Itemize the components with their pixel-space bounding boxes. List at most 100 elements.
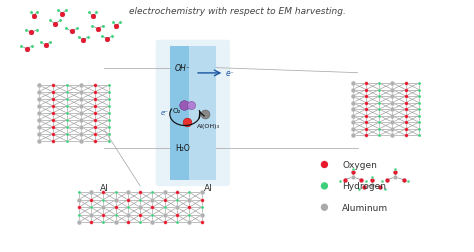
Point — [77, 90, 85, 94]
Point — [85, 11, 93, 15]
Point — [106, 140, 113, 144]
Point — [349, 108, 356, 112]
Point — [63, 118, 71, 122]
Point — [341, 178, 348, 182]
Point — [77, 111, 85, 115]
Point — [173, 191, 181, 195]
Text: e⁻: e⁻ — [160, 110, 168, 116]
Point — [63, 104, 71, 108]
Point — [415, 108, 423, 112]
Point — [362, 134, 370, 138]
Point — [124, 220, 132, 225]
Point — [349, 95, 356, 99]
Point — [33, 28, 41, 33]
Point — [375, 121, 383, 125]
Point — [77, 118, 85, 122]
Point — [173, 220, 181, 225]
Point — [375, 108, 383, 112]
Point — [100, 205, 107, 209]
Point — [378, 179, 386, 183]
Point — [392, 170, 399, 174]
Point — [92, 11, 100, 15]
Point — [362, 95, 370, 99]
Point — [77, 98, 85, 102]
Point — [161, 191, 168, 195]
Point — [84, 36, 92, 40]
Point — [87, 220, 95, 225]
Point — [49, 118, 56, 122]
Point — [35, 118, 42, 122]
Point — [389, 114, 396, 118]
Point — [149, 220, 156, 225]
Point — [402, 114, 410, 118]
Point — [389, 101, 396, 105]
Point — [362, 127, 370, 131]
Point — [402, 121, 410, 125]
Point — [91, 111, 99, 115]
Point — [137, 205, 144, 209]
Point — [33, 11, 40, 15]
Point — [137, 220, 144, 225]
Point — [100, 191, 107, 195]
Point — [28, 45, 36, 49]
Point — [87, 213, 95, 217]
Point — [30, 15, 37, 19]
Point — [63, 140, 71, 144]
Point — [389, 134, 396, 138]
Point — [106, 118, 113, 122]
Text: Oxygen: Oxygen — [342, 160, 377, 169]
Point — [368, 178, 375, 182]
Point — [402, 127, 410, 131]
Point — [198, 213, 205, 217]
Point — [362, 88, 370, 92]
Point — [35, 83, 42, 87]
Text: O₂: O₂ — [173, 107, 181, 113]
Point — [80, 39, 87, 43]
Point — [91, 125, 99, 130]
Point — [22, 28, 29, 33]
Point — [63, 83, 71, 87]
Point — [87, 198, 95, 202]
Point — [55, 9, 62, 13]
Point — [106, 98, 113, 102]
Point — [49, 90, 56, 94]
Point — [185, 213, 193, 217]
Point — [68, 30, 75, 34]
Point — [389, 108, 396, 112]
Point — [355, 187, 363, 191]
Point — [368, 183, 375, 187]
Point — [46, 41, 54, 45]
Point — [137, 198, 144, 202]
Point — [392, 167, 399, 171]
Point — [415, 121, 423, 125]
Point — [349, 82, 356, 86]
Point — [106, 104, 113, 108]
Point — [77, 125, 85, 130]
Point — [349, 101, 356, 105]
Point — [161, 198, 168, 202]
Point — [375, 82, 383, 86]
Point — [35, 104, 42, 108]
Point — [35, 90, 42, 94]
Point — [349, 114, 356, 118]
Point — [383, 178, 391, 182]
Point — [161, 213, 168, 217]
Point — [161, 220, 168, 225]
Point — [75, 205, 82, 209]
Point — [63, 125, 71, 130]
Point — [106, 83, 113, 87]
Point — [56, 19, 64, 23]
Point — [112, 213, 119, 217]
Point — [91, 83, 99, 87]
Point — [349, 170, 356, 174]
Point — [91, 118, 99, 122]
Point — [89, 15, 97, 19]
Point — [389, 121, 396, 125]
Point — [77, 133, 85, 137]
Point — [320, 163, 328, 167]
Point — [402, 101, 410, 105]
Point — [63, 90, 71, 94]
Point — [91, 104, 99, 108]
Point — [35, 111, 42, 115]
Point — [375, 95, 383, 99]
